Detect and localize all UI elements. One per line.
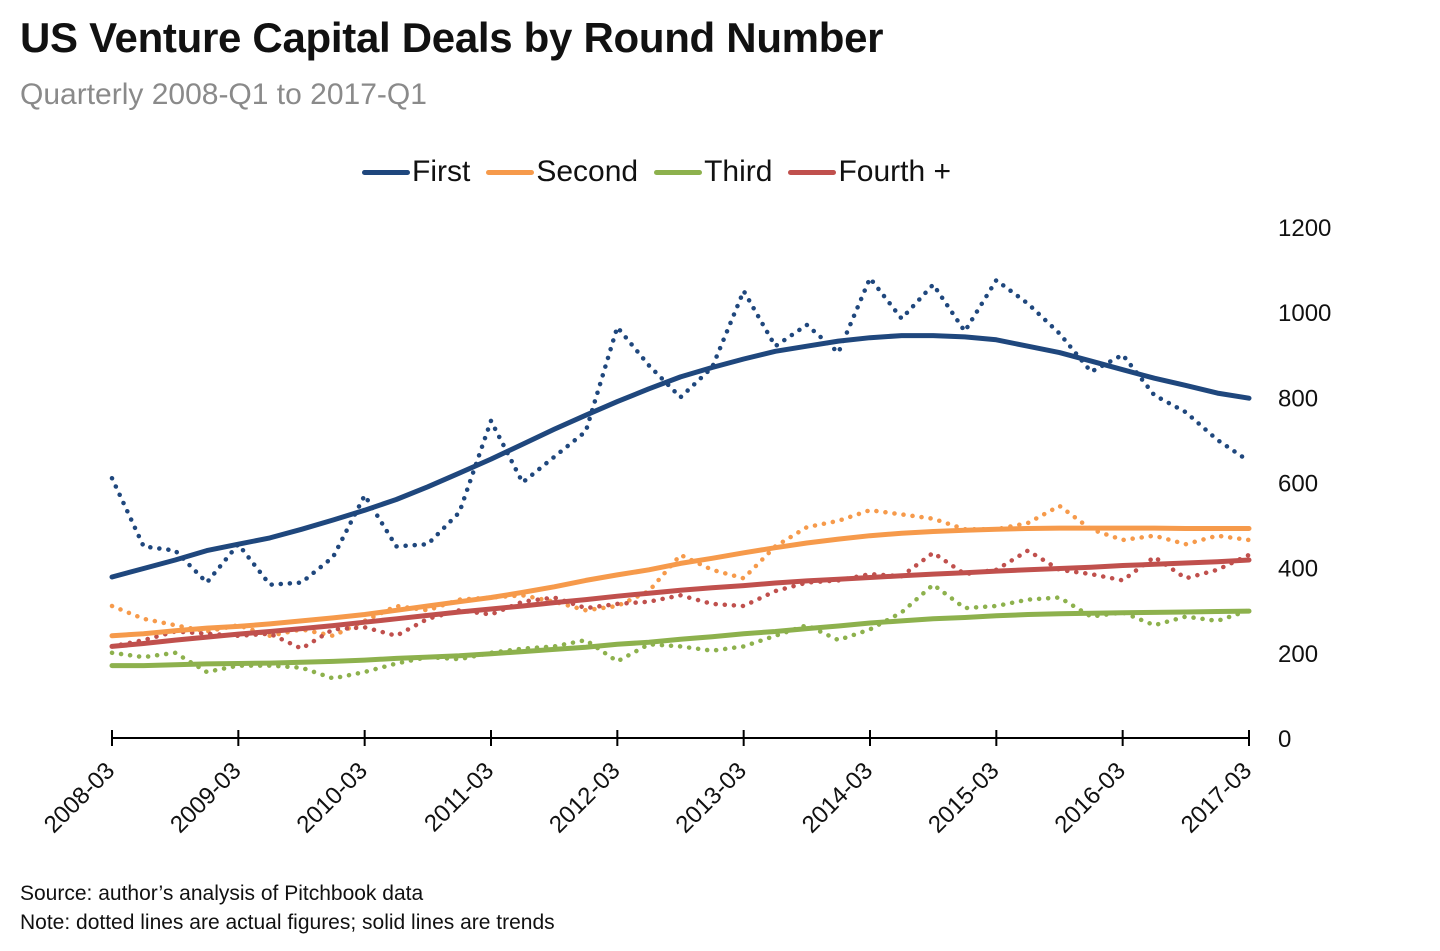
legend: First Second Third Fourth +: [362, 152, 967, 192]
y-tick-label: 0: [1278, 726, 1291, 753]
x-tick-label: 2015-03: [923, 757, 1004, 838]
series-second-actual-line: [109, 503, 1252, 639]
x-tick-label: 2017-03: [1176, 757, 1257, 838]
x-tick-label: 2008-03: [39, 757, 120, 838]
series-second-trend-line: [109, 525, 1252, 639]
y-tick-label: 400: [1278, 556, 1318, 583]
legend-label-second: Second: [536, 155, 639, 188]
y-tick-label: 800: [1278, 385, 1318, 412]
y-tick-label: 1200: [1278, 215, 1331, 242]
series-first-actual-line: [109, 275, 1252, 587]
method-note: Note: dotted lines are actual figures; s…: [20, 911, 555, 934]
x-tick-label: 2016-03: [1050, 757, 1131, 838]
series-first-trend-line: [109, 333, 1252, 580]
source-note: Source: author’s analysis of Pitchbook d…: [20, 882, 424, 905]
chart-title: US Venture Capital Deals by Round Number: [20, 14, 884, 61]
x-tick-label: 2013-03: [671, 757, 752, 838]
legend-label-fourth: Fourth +: [838, 155, 951, 188]
y-tick-label: 600: [1278, 471, 1318, 498]
legend-swatch-second: [486, 169, 535, 175]
x-tick-label: 2014-03: [797, 757, 878, 838]
x-tick-label: 2011-03: [419, 757, 499, 837]
legend-item-second: Second: [486, 155, 638, 189]
series-fourth-trend-line: [109, 557, 1252, 649]
legend-swatch-first: [362, 169, 410, 175]
legend-item-first: First: [362, 155, 470, 189]
legend-swatch-fourth: [788, 169, 837, 175]
series-third-actual-line: [109, 582, 1252, 681]
x-tick-label: 2012-03: [544, 757, 625, 838]
legend-label-third: Third: [704, 155, 773, 188]
chart-subtitle: Quarterly 2008-Q1 to 2017-Q1: [20, 78, 427, 111]
legend-item-fourth: Fourth +: [788, 155, 951, 189]
x-tick-label: 2010-03: [292, 757, 373, 838]
legend-swatch-third: [654, 169, 703, 175]
series-third-trend-line: [109, 608, 1252, 669]
legend-item-third: Third: [654, 155, 772, 189]
y-tick-label: 200: [1278, 641, 1318, 668]
y-tick-label: 1000: [1278, 300, 1331, 327]
x-tick-label: 2009-03: [165, 757, 246, 838]
legend-label-first: First: [412, 155, 471, 188]
